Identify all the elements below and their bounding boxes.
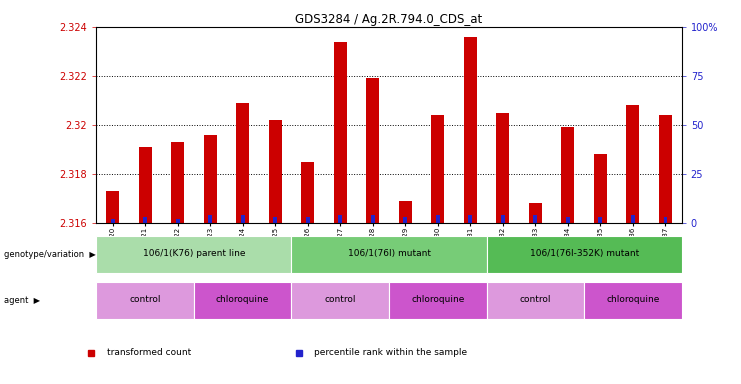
Bar [301,162,314,223]
Text: 106/1(76I-352K) mutant: 106/1(76I-352K) mutant [530,249,639,258]
Text: 106/1(K76) parent line: 106/1(K76) parent line [143,249,245,258]
Bar [663,217,668,223]
Text: chloroquine: chloroquine [411,295,465,304]
Bar [306,217,310,223]
Text: control: control [325,295,356,304]
Bar [194,282,291,319]
Bar [106,191,119,223]
Bar [501,215,505,223]
Bar [273,217,277,223]
Bar [236,103,249,223]
Text: 106/1(76I) mutant: 106/1(76I) mutant [348,249,431,258]
Bar [96,282,194,319]
Bar [139,147,152,223]
Bar [534,215,537,223]
Bar [599,217,602,223]
Bar [333,41,347,223]
Bar [143,217,147,223]
Bar [584,282,682,319]
Bar [631,215,635,223]
Bar [291,282,389,319]
Bar [399,201,412,223]
Bar [291,236,487,273]
Bar [370,215,375,223]
Bar [269,120,282,223]
Bar [208,215,212,223]
Bar [487,282,584,319]
Bar [96,236,291,273]
Text: control: control [519,295,551,304]
Bar [529,203,542,223]
Title: GDS3284 / Ag.2R.794.0_CDS_at: GDS3284 / Ag.2R.794.0_CDS_at [296,13,482,26]
Bar [496,113,509,223]
Bar [626,105,639,223]
Bar [403,217,408,223]
Bar [204,135,216,223]
Bar [366,78,379,223]
Bar [464,37,477,223]
Text: chloroquine: chloroquine [216,295,270,304]
Bar [110,219,115,223]
Bar [171,142,184,223]
Text: transformed count: transformed count [107,348,190,357]
Bar [659,115,672,223]
Text: agent  ▶: agent ▶ [4,296,40,305]
Bar [594,154,607,223]
Text: genotype/variation  ▶: genotype/variation ▶ [4,250,96,259]
Text: chloroquine: chloroquine [606,295,659,304]
Bar [468,215,472,223]
Bar [436,215,439,223]
Bar [431,115,445,223]
Bar [566,217,570,223]
Bar [562,127,574,223]
Text: control: control [130,295,161,304]
Bar [339,215,342,223]
Text: percentile rank within the sample: percentile rank within the sample [314,348,468,357]
Bar [241,215,245,223]
Bar [487,236,682,273]
Bar [176,219,179,223]
Bar [389,282,487,319]
